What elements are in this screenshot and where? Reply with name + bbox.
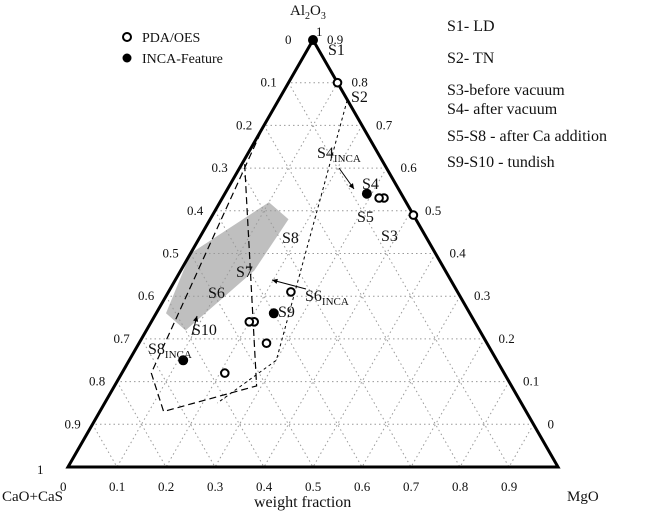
tick-label-bottom: 0.6 xyxy=(354,479,371,494)
grid-line xyxy=(312,253,436,468)
tick-label-bottom: 0.4 xyxy=(256,479,273,494)
grid-line xyxy=(116,82,338,468)
vertex-label-right: MgO xyxy=(567,489,599,505)
point-label-s6: S6 xyxy=(208,285,225,302)
tick-label-left: 0.4 xyxy=(187,203,204,218)
point-label-s4: S4 xyxy=(362,176,379,193)
tick-label-bottom: 0.1 xyxy=(109,479,125,494)
dashed-region-outline xyxy=(150,125,265,413)
grid-line xyxy=(288,82,510,468)
point-label-s3: S3 xyxy=(381,228,398,245)
inca-point-s1 xyxy=(308,35,318,45)
sample-notes: S1- LD S2- TN S3-before vacuum S4- after… xyxy=(447,18,607,171)
tick-label-right: 0.6 xyxy=(401,160,418,175)
pda-point-s6 xyxy=(244,317,255,327)
tick-label-left: 0.1 xyxy=(261,75,277,90)
note-s3: S3-before vacuum xyxy=(447,82,565,99)
note-s1: S1- LD xyxy=(447,18,495,35)
vertex-value-top: 1 xyxy=(316,24,323,39)
grid-line xyxy=(165,295,265,468)
vertex-label-left: CaO+CaS xyxy=(2,489,63,505)
label-arrow-head xyxy=(193,316,199,322)
note-s2: S2- TN xyxy=(447,50,495,67)
grid-line xyxy=(92,424,118,468)
tick-label-left: 0.3 xyxy=(212,160,228,175)
pda-point-s9 xyxy=(261,338,272,349)
grid-line xyxy=(116,381,167,468)
note-s5-s8: S5-S8 - after Ca addition xyxy=(447,128,607,145)
tick-label-left: 0.2 xyxy=(236,117,252,132)
tick-label-left: 0.9 xyxy=(65,416,81,431)
tick-label-bottom: 0.5 xyxy=(305,479,321,494)
pda-point-s8 xyxy=(286,287,296,297)
pda-point-s2 xyxy=(332,77,343,88)
point-label-s8inca: S8INCA xyxy=(148,341,192,361)
grid-line xyxy=(459,381,510,468)
tick-label-right: 0.5 xyxy=(425,203,441,218)
pda-point-s10 xyxy=(220,368,230,378)
label-arrow-head xyxy=(272,278,278,284)
point-label-s9: S9 xyxy=(278,304,295,321)
tick-label-left: 0.7 xyxy=(114,331,131,346)
tick-label-left: 0.5 xyxy=(163,246,179,261)
tick-label-bottom: 0.3 xyxy=(207,479,223,494)
tick-label-right: 0.8 xyxy=(352,75,368,90)
tick-label-bottom: 0.2 xyxy=(158,479,174,494)
label-arrow-line xyxy=(271,279,307,290)
tick-label-left: 0 xyxy=(285,32,292,47)
point-label-s5: S5 xyxy=(357,209,374,226)
x-axis-label: weight fraction xyxy=(254,494,351,511)
triangle-frame xyxy=(65,36,561,469)
vertex-label-top: Al2O3 xyxy=(290,3,326,22)
point-label-s4inca: S4INCA xyxy=(317,145,361,165)
point-label-s1: S1 xyxy=(328,42,345,59)
point-label-s2: S2 xyxy=(351,89,368,106)
vertex-value-left: 1 xyxy=(37,462,44,477)
legend-marker-open xyxy=(122,32,132,42)
legend: PDA/OES INCA-Feature xyxy=(122,31,223,67)
pda-point-s5 xyxy=(374,193,384,203)
note-s9-s10: S9-S10 - tundish xyxy=(447,154,555,171)
point-label-s7: S7 xyxy=(236,264,253,281)
legend-label-inca-feature: INCA-Feature xyxy=(142,52,223,67)
legend-marker-filled xyxy=(122,53,132,63)
pda-point-s3 xyxy=(408,210,419,220)
point-label-s6inca: S6INCA xyxy=(305,288,349,308)
grid-line xyxy=(410,338,485,468)
tick-label-right: 0.4 xyxy=(450,246,467,261)
inca-point-s6 xyxy=(268,308,279,319)
inca-point-s4 xyxy=(361,188,372,199)
point-label-s10: S10 xyxy=(192,322,217,339)
grid-line xyxy=(190,253,314,468)
tick-label-bottom: 0 xyxy=(60,479,67,494)
tick-label-left: 0.6 xyxy=(138,288,155,303)
label-arrow-head xyxy=(348,183,354,189)
legend-label-pda-oes: PDA/OES xyxy=(142,31,200,46)
inca-point-s8 xyxy=(178,355,189,366)
liquid-region xyxy=(166,202,289,331)
tick-label-bottom: 0.7 xyxy=(403,479,420,494)
tick-label-left: 0.8 xyxy=(89,374,105,389)
tick-label-right: 0.1 xyxy=(523,374,539,389)
tick-label-right: 0.3 xyxy=(474,288,490,303)
tick-label-bottom: 0.8 xyxy=(452,479,468,494)
point-label-s8: S8 xyxy=(282,230,299,247)
tick-label-right: 0 xyxy=(548,416,555,431)
tick-label-right: 0.9 xyxy=(327,32,343,47)
grid-line xyxy=(361,295,461,468)
tick-label-right: 0.2 xyxy=(499,331,515,346)
grid-line xyxy=(508,424,534,468)
tick-label-bottom: 0.9 xyxy=(501,479,517,494)
grid-line xyxy=(214,167,387,468)
tick-label-right: 0.7 xyxy=(376,117,393,132)
note-s4: S4- after vacuum xyxy=(447,101,558,118)
grid-line xyxy=(239,167,412,468)
